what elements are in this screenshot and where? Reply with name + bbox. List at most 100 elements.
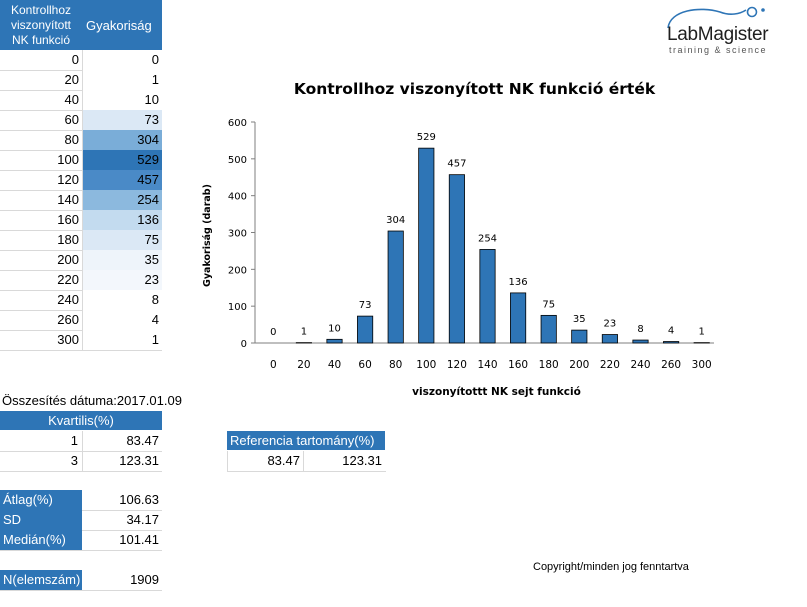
frequency-cell: 1 [82,330,162,350]
bar-220 [601,334,618,344]
frequency-cell: 254 [82,190,162,210]
copyright-text: Copyright/minden jog fenntartva [533,561,689,573]
reference-high: 123.31 [342,453,382,468]
quartile-key: 1 [70,433,78,448]
nk-function-cell: 160 [57,212,79,227]
bar-200 [571,329,588,344]
nk-function-cell: 180 [57,232,79,247]
logo-name: LabMagister [667,24,769,45]
x-tick-label: 240 [630,359,650,371]
y-tick-label: 0 [241,339,247,350]
frequency-cell: 1 [82,70,162,90]
bar-140 [479,249,496,344]
stats-block: Átlag(%) 106.63 SD 34.17 Medián(%) 101.4… [0,490,162,551]
header-col2-label: Gyakoriság [86,17,152,33]
table-row: 300 1 [0,330,162,351]
data-label: 73 [359,300,372,311]
table-row: 40 10 [0,90,162,111]
nk-function-cell: 260 [57,312,79,327]
frequency-bar-chart: Kontrollhoz viszonyított NK funkció érté… [202,80,714,398]
summary-date: Összesítés dátuma:2017.01.09 [2,393,182,408]
data-label: 8 [637,324,643,335]
x-tick-label: 100 [416,359,436,371]
frequency-table: Kontrollhoz viszonyított NK funkció Gyak… [0,0,162,351]
data-label: 457 [447,159,466,170]
frequency-cell: 23 [82,270,162,290]
chart-title: Kontrollhoz viszonyított NK funkció érté… [294,80,656,98]
table-row: 240 8 [0,290,162,311]
quartile-row-3: 3 123.31 [0,451,162,472]
bar-120 [448,174,465,344]
bar-160 [510,292,527,344]
n-value: 1909 [130,572,159,587]
table-row: 20 1 [0,70,162,91]
n-label: N(elemszám) [0,570,82,590]
y-axis-label: Gyakoriság (darab) [202,184,213,287]
data-label: 35 [573,314,586,325]
bar-260 [663,341,680,344]
n-row: N(elemszám) 1909 [0,570,162,591]
x-tick-label: 60 [358,359,371,371]
bar-100 [418,147,435,344]
quartile-value: 123.31 [119,453,159,468]
table-row: 80 304 [0,130,162,151]
x-tick-label: 200 [569,359,589,371]
reference-range-block: Referencia tartomány(%) 83.47 123.31 [227,431,386,472]
nk-function-cell: 120 [57,172,79,187]
data-label: 0 [270,327,276,338]
nk-function-cell: 240 [57,292,79,307]
reference-values-row: 83.47 123.31 [227,451,386,472]
frequency-cell: 10 [82,90,162,110]
quartile-header: Kvartilis(%) [0,411,162,430]
y-tick-label: 500 [228,155,247,166]
x-tick-label: 220 [600,359,620,371]
table-row: 220 23 [0,270,162,291]
y-tick-label: 600 [228,118,247,129]
x-tick-label: 300 [692,359,712,371]
nk-function-cell: 40 [64,92,79,107]
x-axis-label: viszonyítottt NK sejt funkció [412,386,581,398]
reference-divider [303,451,304,471]
quartile-key: 3 [70,453,78,468]
data-label: 529 [417,132,436,143]
frequency-cell: 529 [82,150,162,170]
sd-value: 34.17 [126,512,159,527]
data-label: 4 [668,326,674,337]
table-header-frequency: Gyakoriság [82,0,162,50]
frequency-cell: 457 [82,170,162,190]
table-row: 60 73 [0,110,162,131]
table-row: 260 4 [0,310,162,331]
x-tick-label: 260 [661,359,681,371]
table-row: 180 75 [0,230,162,251]
nk-function-cell: 100 [57,152,79,167]
y-tick-label: 100 [228,302,247,313]
frequency-cell: 0 [82,50,162,70]
nk-function-cell: 80 [64,132,79,147]
nk-function-cell: 220 [57,272,79,287]
y-tick-label: 200 [228,265,247,276]
column-divider [82,50,83,350]
data-label: 1 [699,327,705,338]
sd-label: SD [0,510,82,530]
frequency-cell: 73 [82,110,162,130]
mean-label: Átlag(%) [0,490,82,510]
table-row: 100 529 [0,150,162,171]
table-row: 200 35 [0,250,162,271]
frequency-cell: 304 [82,130,162,150]
quartile-block: Kvartilis(%) 1 83.47 3 123.31 [0,411,162,472]
labmagister-logo: LabMagister training & science [660,4,770,56]
reference-header: Referencia tartomány(%) [227,431,385,450]
table-row: 160 136 [0,210,162,231]
median-value: 101.41 [119,532,159,547]
nk-function-cell: 20 [64,72,79,87]
x-tick-label: 40 [328,359,341,371]
data-label: 304 [386,215,405,226]
nk-function-cell: 140 [57,192,79,207]
frequency-cell: 8 [82,290,162,310]
nk-function-cell: 200 [57,252,79,267]
x-tick-label: 0 [270,359,277,371]
sd-row: SD 34.17 [0,510,162,531]
bar-180 [540,314,557,344]
median-label: Medián(%) [0,530,82,550]
